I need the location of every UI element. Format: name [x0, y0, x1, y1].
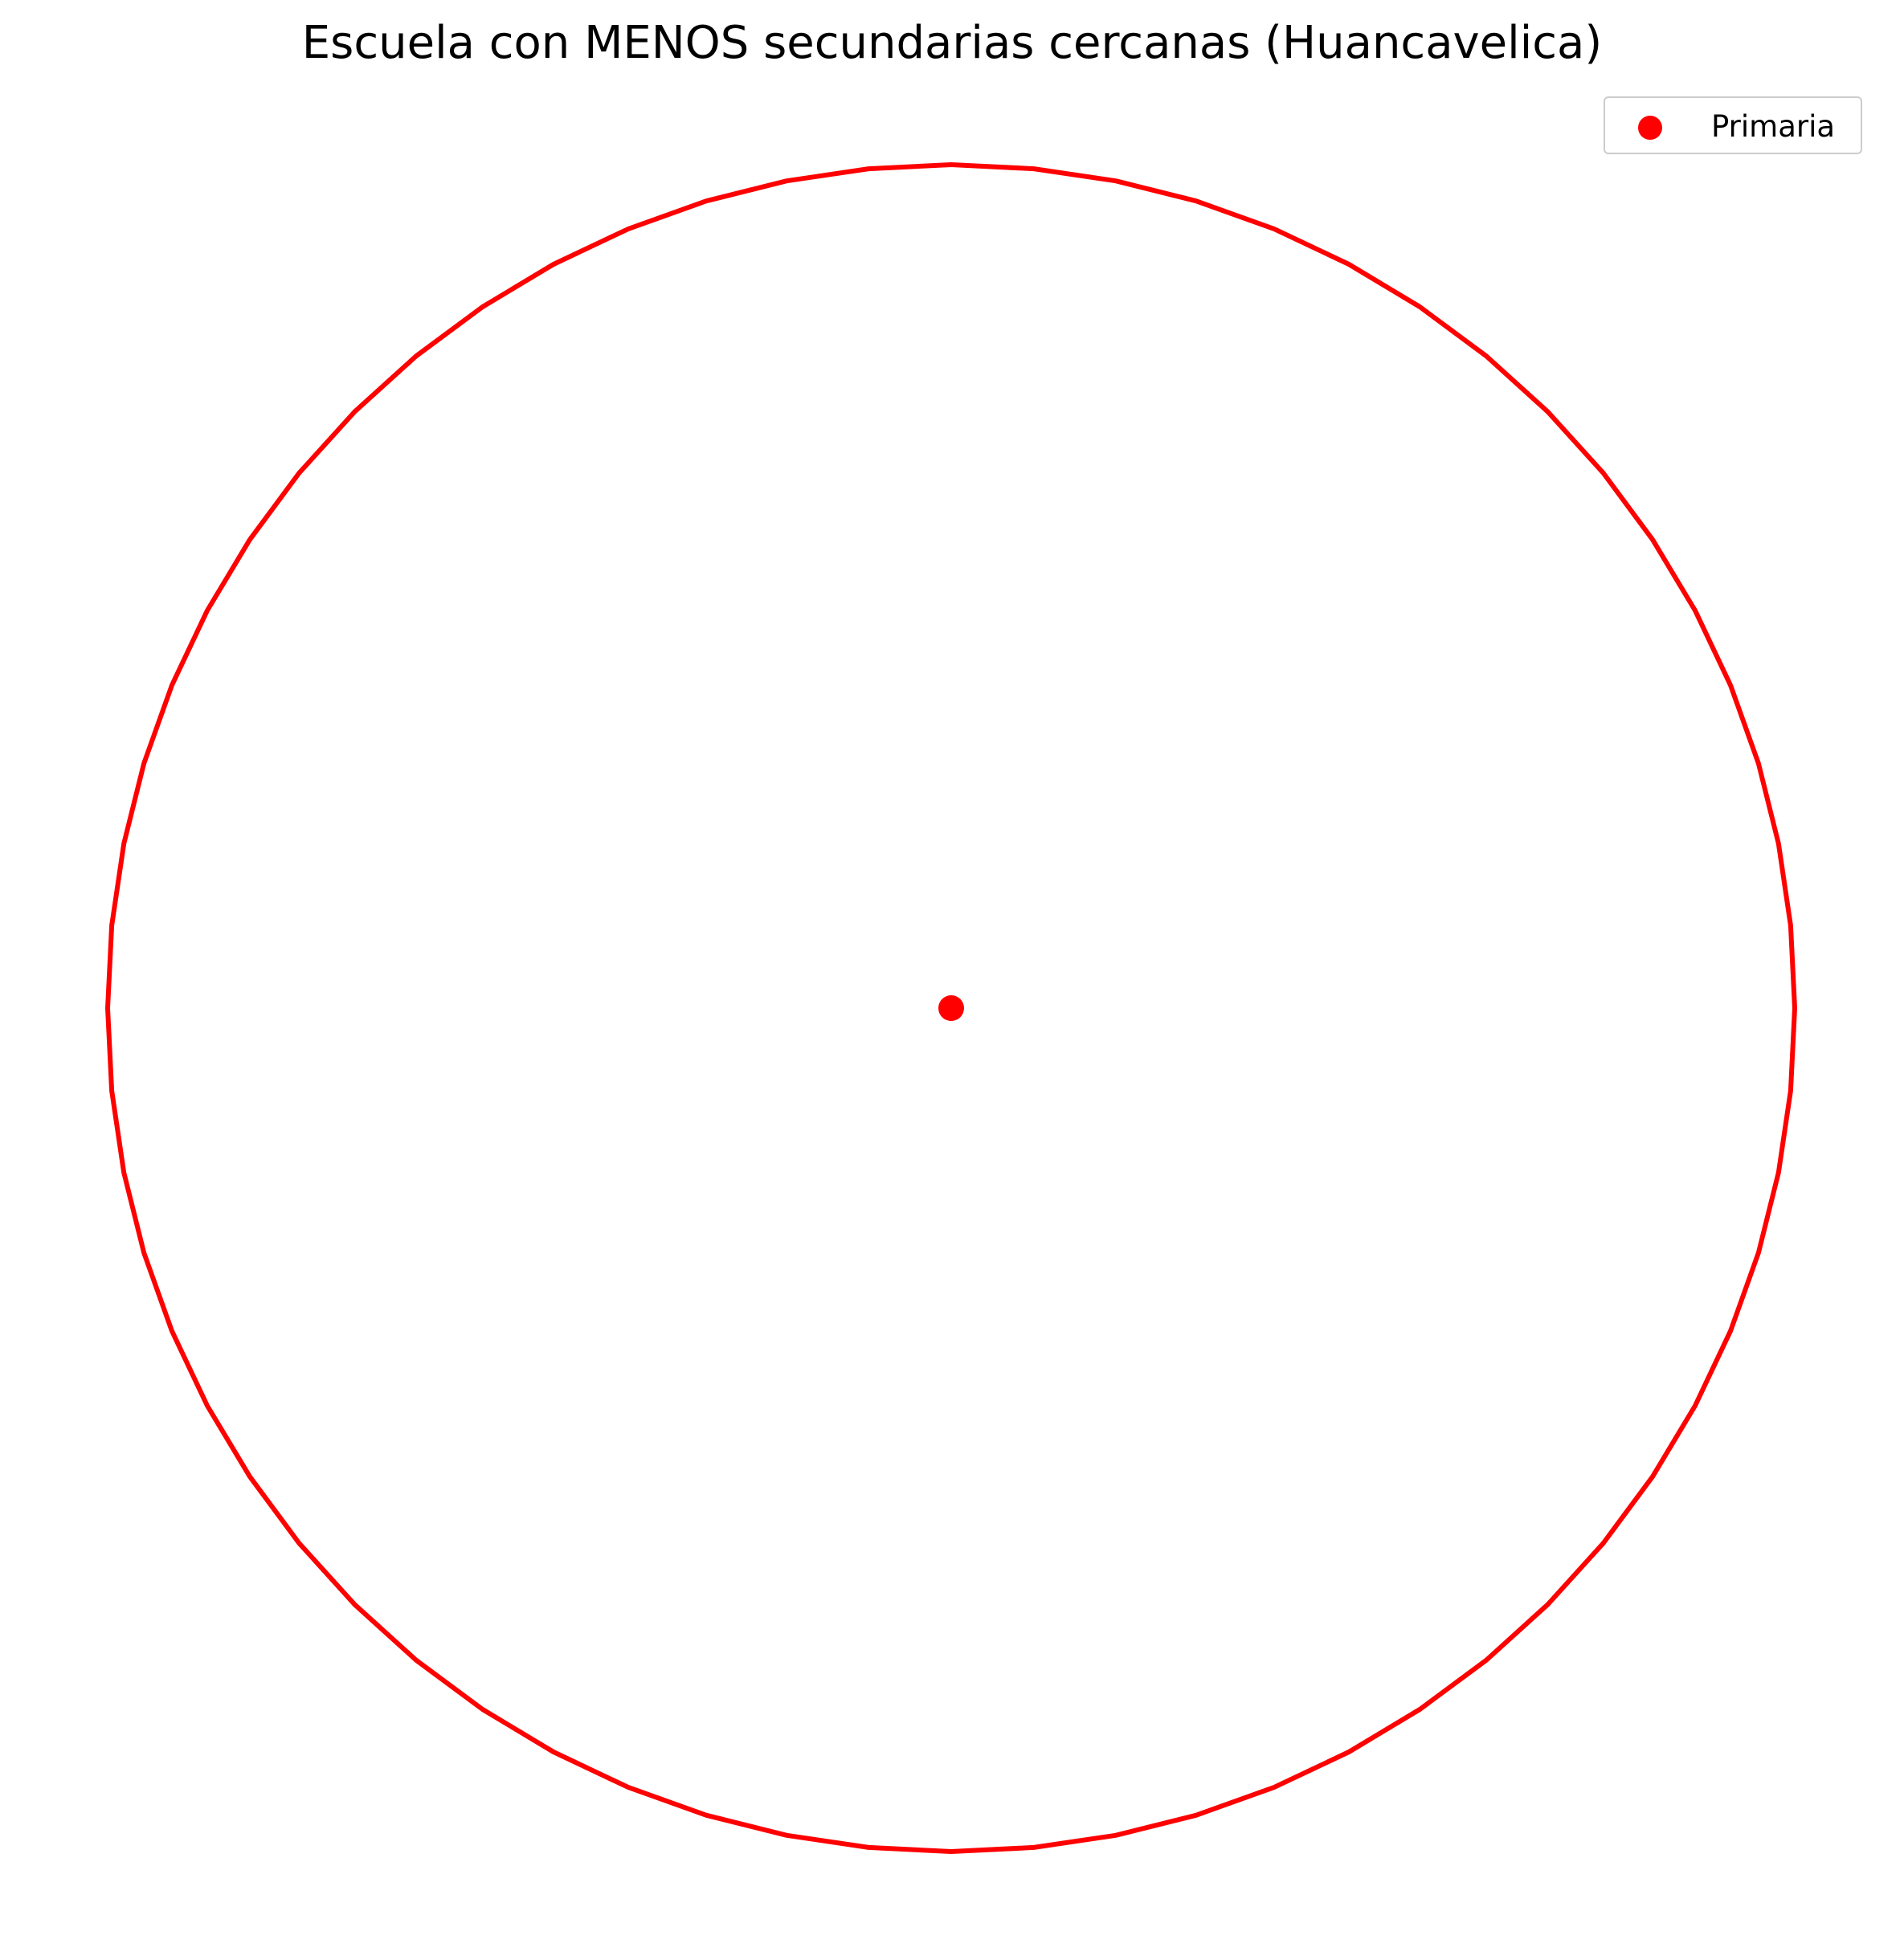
chart-title: Escuela con MENOS secundarias cercanas (…: [301, 17, 1603, 69]
legend: Primaria: [1604, 96, 1862, 154]
legend-marker-primaria: [1638, 116, 1662, 140]
legend-label-primaria: Primaria: [1711, 109, 1836, 144]
buffer-circle: [105, 162, 1797, 1854]
points-layer: [938, 995, 964, 1021]
point-primaria-0: [938, 995, 964, 1021]
